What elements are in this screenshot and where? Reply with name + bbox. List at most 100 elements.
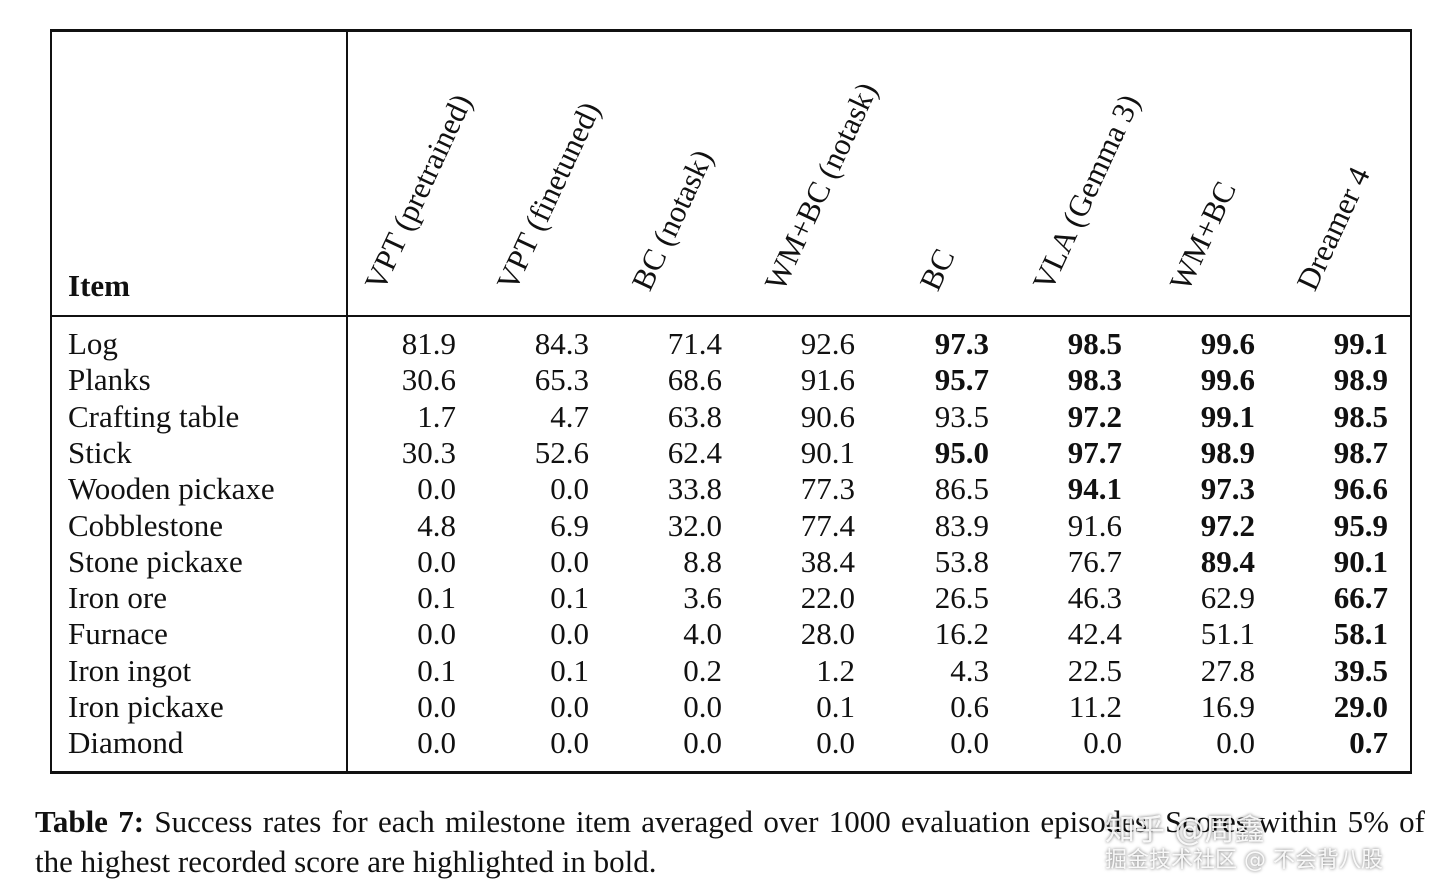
- cell-value: 0.2: [683, 652, 722, 688]
- column-header: BC: [912, 243, 962, 296]
- row-label: Wooden pickaxe: [68, 471, 275, 507]
- cell-value: 30.3: [401, 434, 456, 470]
- cell-value: 63.8: [667, 398, 722, 434]
- cell-value: 93.5: [934, 398, 989, 434]
- bottom-rule: [50, 771, 1412, 774]
- cell-value: 91.6: [800, 362, 855, 398]
- column-header: BC (notask): [624, 144, 720, 296]
- cell-value: 86.5: [934, 471, 989, 507]
- cell-value: 97.2: [1067, 398, 1122, 434]
- cell-value: 0.0: [550, 471, 589, 507]
- column-header: Dreamer 4: [1289, 161, 1377, 296]
- cell-value: 0.1: [417, 580, 456, 616]
- cell-value: 62.4: [667, 434, 722, 470]
- row-label: Diamond: [68, 725, 184, 761]
- row-label: Furnace: [68, 616, 168, 652]
- cell-value: 16.2: [934, 616, 989, 652]
- cell-value: 28.0: [800, 616, 855, 652]
- right-rule: [1410, 29, 1412, 774]
- cell-value: 4.0: [683, 616, 722, 652]
- cell-value: 0.0: [550, 616, 589, 652]
- cell-value: 52.6: [534, 434, 589, 470]
- cell-value: 53.8: [934, 543, 989, 579]
- cell-value: 0.1: [550, 580, 589, 616]
- cell-value: 0.0: [550, 689, 589, 724]
- header-rule: [50, 315, 1412, 317]
- cell-value: 99.1: [1333, 326, 1388, 361]
- cell-value: 30.6: [401, 362, 456, 398]
- cell-value: 98.5: [1067, 326, 1122, 361]
- cell-value: 0.0: [417, 543, 456, 579]
- cell-value: 27.8: [1200, 652, 1255, 688]
- cell-value: 0.0: [816, 725, 855, 761]
- cell-value: 29.0: [1333, 689, 1388, 724]
- cell-value: 99.6: [1200, 326, 1255, 361]
- watermark: 知乎 @周鑫: [1105, 813, 1265, 848]
- cell-value: 11.2: [1068, 689, 1122, 724]
- cell-value: 42.4: [1067, 616, 1122, 652]
- row-label: Stone pickaxe: [68, 543, 243, 579]
- row-label: Planks: [68, 362, 151, 398]
- cell-value: 97.3: [934, 326, 989, 361]
- cell-value: 0.0: [950, 725, 989, 761]
- row-label: Iron pickaxe: [68, 689, 224, 724]
- cell-value: 81.9: [401, 326, 456, 361]
- cell-value: 99.6: [1200, 362, 1255, 398]
- cell-value: 0.0: [1083, 725, 1122, 761]
- cell-value: 0.0: [683, 725, 722, 761]
- cell-value: 8.8: [683, 543, 722, 579]
- row-label: Log: [68, 326, 118, 361]
- cell-value: 4.8: [417, 507, 456, 543]
- cell-value: 91.6: [1067, 507, 1122, 543]
- cell-value: 98.7: [1333, 434, 1388, 470]
- watermark: 掘金技术社区 @ 不会背八股: [1105, 848, 1383, 873]
- cell-value: 90.1: [800, 434, 855, 470]
- cell-value: 0.0: [417, 725, 456, 761]
- cell-value: 90.6: [800, 398, 855, 434]
- cell-value: 97.3: [1200, 471, 1255, 507]
- cell-value: 0.0: [417, 689, 456, 724]
- column-header: WM+BC: [1162, 175, 1243, 296]
- cell-value: 0.0: [417, 616, 456, 652]
- cell-value: 1.7: [417, 398, 456, 434]
- cell-value: 1.2: [816, 652, 855, 688]
- cell-value: 0.1: [550, 652, 589, 688]
- cell-value: 32.0: [667, 507, 722, 543]
- row-label: Cobblestone: [68, 507, 223, 543]
- cell-value: 95.0: [934, 434, 989, 470]
- cell-value: 95.7: [934, 362, 989, 398]
- cell-value: 95.9: [1333, 507, 1388, 543]
- cell-value: 26.5: [934, 580, 989, 616]
- cell-value: 71.4: [667, 326, 722, 361]
- cell-value: 0.0: [1216, 725, 1255, 761]
- left-rule: [50, 29, 52, 774]
- column-header: WM+BC (notask): [757, 76, 885, 296]
- cell-value: 65.3: [534, 362, 589, 398]
- top-rule: [50, 29, 1412, 32]
- cell-value: 33.8: [667, 471, 722, 507]
- cell-value: 16.9: [1200, 689, 1255, 724]
- cell-value: 0.0: [683, 689, 722, 724]
- cell-value: 98.9: [1333, 362, 1388, 398]
- cell-value: 94.1: [1067, 471, 1122, 507]
- cell-value: 90.1: [1333, 543, 1388, 579]
- cell-value: 0.1: [816, 689, 855, 724]
- item-header: Item: [68, 268, 130, 303]
- cell-value: 6.9: [550, 507, 589, 543]
- cell-value: 97.7: [1067, 434, 1122, 470]
- caption-text: Success rates for each milestone item av…: [35, 804, 1425, 879]
- row-label: Iron ore: [68, 580, 167, 616]
- cell-value: 0.6: [950, 689, 989, 724]
- caption-label: Table 7:: [35, 804, 145, 839]
- cell-value: 58.1: [1333, 616, 1388, 652]
- cell-value: 96.6: [1333, 471, 1388, 507]
- cell-value: 76.7: [1067, 543, 1122, 579]
- cell-value: 4.3: [950, 652, 989, 688]
- cell-value: 77.4: [800, 507, 855, 543]
- cell-value: 83.9: [934, 507, 989, 543]
- row-label: Iron ingot: [68, 652, 192, 688]
- cell-value: 92.6: [800, 326, 855, 361]
- row-label: Crafting table: [68, 398, 240, 434]
- cell-value: 77.3: [800, 471, 855, 507]
